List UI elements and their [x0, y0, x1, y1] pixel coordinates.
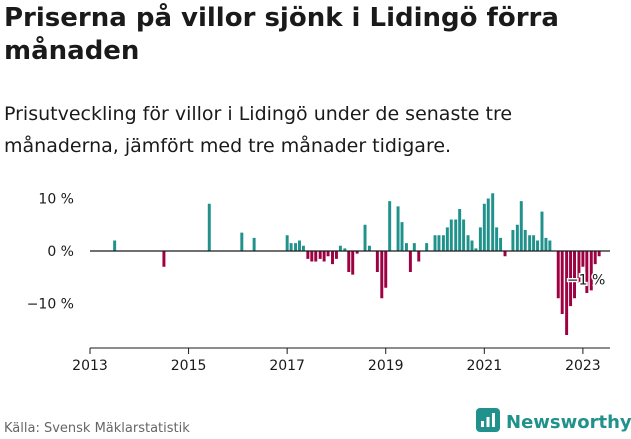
- y-tick-label: −10 %: [27, 297, 74, 313]
- bar-chart: 10 % 0 % −10 % 2013 2015 2017 2019 2021 2023 −1…: [27, 192, 610, 374]
- x-tick-label: 2019: [368, 358, 404, 374]
- brand-name: Newsworthy: [506, 411, 631, 433]
- bar: [363, 224, 367, 251]
- bar: [380, 251, 384, 299]
- bar: [548, 240, 552, 251]
- bar: [519, 201, 523, 252]
- bar: [437, 235, 441, 251]
- bar: [454, 219, 458, 251]
- y-tick-label: 0 %: [47, 244, 74, 260]
- bar: [528, 235, 532, 251]
- y-axis: 10 % 0 % −10 %: [27, 192, 74, 313]
- bar: [523, 230, 527, 251]
- bar: [425, 243, 429, 252]
- x-tick-label: 2013: [72, 358, 108, 374]
- bar: [314, 251, 318, 262]
- bar: [408, 251, 412, 272]
- bar: [334, 251, 338, 259]
- bar: [301, 245, 305, 251]
- bar: [573, 251, 576, 299]
- bar: [375, 251, 379, 272]
- bar: [458, 209, 462, 251]
- bar: [207, 203, 211, 251]
- bar: [569, 251, 573, 307]
- bar: [495, 227, 499, 252]
- bar: [384, 251, 388, 288]
- bar: [396, 206, 400, 252]
- bar: [404, 243, 408, 252]
- brand-logo: Newsworthy: [476, 408, 631, 436]
- bar: [310, 251, 314, 262]
- bar: [326, 251, 330, 257]
- bar: [491, 193, 495, 251]
- bar: [470, 240, 474, 251]
- bar: [560, 251, 564, 314]
- bar: [593, 251, 597, 265]
- bar: [306, 251, 310, 259]
- bar: [544, 237, 548, 252]
- bar: [511, 230, 515, 251]
- bar: [294, 243, 298, 252]
- bar: [433, 235, 437, 251]
- latest-value-label: −1 %: [567, 272, 605, 288]
- bar: [589, 251, 593, 291]
- bars-group: [113, 193, 601, 335]
- x-tick-label: 2015: [171, 358, 207, 374]
- bar: [355, 251, 359, 254]
- bar: [585, 251, 589, 293]
- bar: [347, 251, 351, 272]
- bar: [581, 251, 585, 267]
- bar: [388, 201, 392, 252]
- bar: [367, 245, 371, 251]
- bar: [252, 237, 256, 252]
- bar: [577, 251, 581, 283]
- chart-title: Priserna på villor sjönk i Lidingö förra…: [4, 3, 559, 66]
- x-tick-label: 2017: [269, 358, 305, 374]
- source-note: Källa: Svensk Mäklarstatistik: [4, 421, 190, 436]
- chart-subtitle: Prisutveckling för villor i Lidingö unde…: [4, 103, 513, 157]
- bar: [298, 240, 301, 251]
- bar: [322, 251, 326, 262]
- bar: [343, 248, 347, 252]
- y-tick-label: 10 %: [38, 192, 74, 208]
- bar: [417, 251, 421, 262]
- bar: [556, 251, 560, 299]
- bar: [400, 222, 404, 252]
- bar: [289, 243, 293, 252]
- bar: [466, 235, 470, 251]
- bar: [499, 237, 503, 252]
- bar-chart-logo-icon: [476, 408, 500, 436]
- bar: [478, 227, 482, 252]
- bar: [113, 240, 117, 251]
- x-tick-label: 2023: [565, 358, 601, 374]
- bar: [540, 211, 544, 252]
- bar: [441, 235, 445, 251]
- bar: [162, 251, 166, 267]
- bar: [482, 203, 486, 251]
- bar: [338, 245, 342, 251]
- bar: [532, 235, 536, 251]
- bar: [474, 248, 478, 252]
- bar: [515, 224, 519, 251]
- bar: [240, 232, 244, 252]
- bar: [462, 219, 466, 251]
- x-tick-label: 2021: [466, 358, 502, 374]
- x-axis: 2013 2015 2017 2019 2021 2023: [72, 347, 610, 374]
- bar: [285, 235, 289, 251]
- bar: [412, 243, 416, 252]
- bar: [331, 251, 334, 265]
- bar: [597, 251, 601, 257]
- bar: [536, 240, 540, 251]
- bar: [445, 227, 449, 252]
- bar: [351, 251, 355, 275]
- bar: [486, 198, 490, 251]
- bar: [503, 251, 507, 257]
- bar: [318, 251, 322, 259]
- bar: [449, 219, 453, 251]
- bar: [565, 251, 569, 335]
